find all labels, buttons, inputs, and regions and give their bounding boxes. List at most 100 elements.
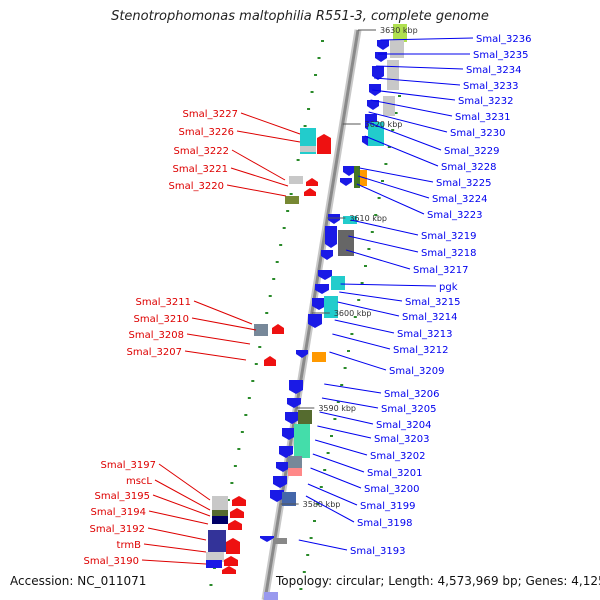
label-leader [152, 494, 211, 517]
gene-label: Smal_3213 [397, 329, 452, 340]
gene-label: Smal_3234 [466, 65, 521, 76]
track-dot [336, 401, 340, 403]
gene-label: Smal_3203 [374, 434, 429, 445]
scale-tick-label: 3630 kbp [380, 26, 418, 35]
label-leader [340, 283, 437, 287]
forward-gene [273, 476, 287, 488]
forward-gene [285, 412, 299, 424]
genome-title: Stenotrophomonas maltophilia R551-3, com… [111, 9, 489, 24]
gene-label: Smal_3211 [136, 297, 191, 308]
reverse-gene [228, 520, 242, 530]
label-leader [380, 37, 474, 41]
gene-label: Smal_3214 [402, 312, 457, 323]
track-dot [394, 112, 398, 114]
forward-gene [343, 166, 355, 176]
forward-gene [377, 40, 389, 50]
label-leader [143, 543, 207, 553]
gene-label: Smal_3205 [381, 404, 436, 415]
reverse-gene [272, 324, 284, 334]
forward-gene [372, 66, 384, 80]
label-leader [350, 219, 419, 236]
label-leader [348, 235, 419, 253]
track-dot [374, 214, 378, 216]
track-dot [317, 57, 321, 59]
forward-gene [367, 100, 379, 110]
gene-label: Smal_3201 [367, 468, 422, 479]
label-leader [240, 112, 301, 135]
label-leader [345, 249, 411, 270]
gene-label: Smal_3227 [183, 109, 238, 120]
forward-gene [287, 398, 301, 408]
label-leader [307, 483, 358, 506]
gene-label: Smal_3232 [458, 96, 513, 107]
feature-block [312, 352, 326, 362]
label-leader [324, 383, 382, 394]
track-dot [333, 418, 337, 420]
forward-gene [312, 298, 326, 310]
feature-block [288, 468, 302, 476]
gene-label: Smal_3225 [436, 178, 491, 189]
forward-gene [279, 446, 293, 458]
gene-label: Smal_3194 [91, 507, 146, 518]
gene-label: Smal_3200 [364, 484, 419, 495]
track-dot [237, 448, 241, 450]
gene-label: Smal_3195 [95, 491, 150, 502]
gene-label: Smal_3223 [427, 210, 482, 221]
feature-block [368, 122, 384, 146]
gene-label: Smal_3229 [444, 146, 499, 157]
label-leader [236, 130, 301, 143]
track-dot [309, 537, 313, 539]
label-leader [366, 121, 442, 151]
feature-block [212, 510, 228, 516]
feature-block [206, 560, 222, 568]
track-dot [306, 554, 310, 556]
feature-block [288, 456, 302, 470]
track-dot [367, 248, 371, 250]
label-leader [158, 463, 211, 501]
feature-block [273, 538, 287, 544]
feature-block [206, 552, 224, 562]
gene-label: Smal_3218 [421, 248, 476, 259]
feature-block [282, 492, 296, 506]
feature-block [343, 216, 357, 224]
gene-label: Smal_3226 [179, 127, 234, 138]
gene-label: Smal_3209 [389, 366, 444, 377]
reverse-gene [304, 188, 316, 196]
forward-gene [328, 214, 340, 224]
track-dot [381, 180, 384, 182]
gene-label: Smal_3220 [169, 181, 224, 192]
gene-label: Smal_3207 [127, 347, 182, 358]
track-dot [370, 231, 374, 233]
feature-block [289, 176, 303, 184]
label-leader [332, 333, 391, 350]
feature-block [264, 592, 278, 600]
gene-label: Smal_3199 [360, 501, 415, 512]
track-dot [254, 363, 258, 365]
track-dot [282, 227, 286, 229]
scale-tick-label: 3620 kbp [365, 120, 403, 129]
track-dot [377, 197, 381, 199]
label-leader [370, 99, 453, 117]
forward-gene [260, 536, 274, 542]
forward-gene [270, 490, 284, 502]
label-leader [191, 317, 257, 331]
label-leader [368, 111, 448, 133]
label-leader [154, 479, 211, 511]
feature-block [212, 516, 228, 524]
track-dot [313, 520, 316, 522]
scale-tick-label: 3610 kbp [349, 214, 387, 223]
scale-tick-label: 3590 kbp [318, 404, 356, 413]
track-dot [350, 333, 354, 335]
feature-block [254, 324, 268, 336]
forward-gene [325, 226, 337, 248]
track-dot [244, 414, 248, 416]
label-leader [193, 300, 253, 325]
track-dot [310, 91, 314, 93]
reverse-gene [232, 496, 246, 506]
reverse-gene [226, 538, 240, 554]
track-dot [347, 350, 350, 352]
feature-block [354, 166, 360, 188]
label-leader [184, 350, 247, 361]
track-dot [209, 584, 213, 586]
forward-gene [315, 284, 329, 294]
